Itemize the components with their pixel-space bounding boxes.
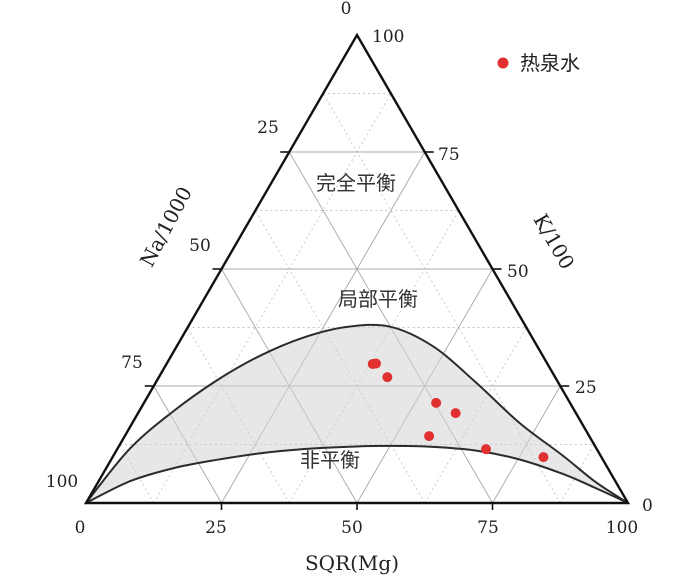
legend: 热泉水 bbox=[497, 51, 580, 75]
boundary-curves bbox=[85, 323, 629, 504]
left-tick-100: 100 bbox=[46, 472, 78, 492]
bottom-tick-100: 100 bbox=[606, 518, 638, 538]
right-tick-50: 50 bbox=[507, 262, 529, 282]
right-tick-0: 0 bbox=[642, 496, 653, 516]
bottom-axis-title: SQR(Mg) bbox=[305, 551, 399, 575]
legend-marker bbox=[497, 57, 509, 69]
upper-boundary-curve bbox=[85, 323, 629, 504]
right-tick-100: 100 bbox=[372, 27, 404, 47]
data-point-7 bbox=[481, 444, 491, 455]
data-point-8 bbox=[538, 452, 549, 463]
data-point-4 bbox=[431, 397, 442, 408]
grid-line-left bbox=[322, 93, 561, 504]
right-tick-25: 25 bbox=[575, 378, 597, 398]
data-point-5 bbox=[450, 408, 461, 419]
lower-boundary-curve bbox=[85, 444, 629, 504]
right-tick-75: 75 bbox=[438, 145, 460, 165]
left-tick-75: 75 bbox=[121, 353, 143, 373]
data-point-6 bbox=[424, 431, 435, 442]
grid-line-left bbox=[254, 210, 426, 504]
left-axis-title: Na/1000 bbox=[135, 183, 197, 271]
zone-label-non-equilibrium: 非平衡 bbox=[300, 448, 360, 472]
right-axis-title: K/100 bbox=[529, 210, 580, 274]
bottom-tick-75: 75 bbox=[477, 518, 499, 538]
bottom-tick-25: 25 bbox=[205, 518, 227, 538]
bottom-tick-50: 50 bbox=[341, 518, 363, 538]
grid-line-right bbox=[153, 93, 392, 504]
left-tick-25: 25 bbox=[257, 118, 279, 138]
zone-label-full-equilibrium: 完全平衡 bbox=[316, 171, 396, 195]
tick-marks bbox=[144, 151, 570, 510]
left-tick-50: 50 bbox=[189, 236, 211, 256]
grid-line-right bbox=[288, 210, 460, 504]
left-tick-0: 0 bbox=[341, 0, 352, 19]
data-point-2 bbox=[370, 358, 381, 369]
bottom-tick-0: 0 bbox=[75, 518, 86, 538]
zone-label-partial-equilibrium: 局部平衡 bbox=[338, 287, 418, 311]
data-point-3 bbox=[382, 372, 393, 383]
data-points bbox=[367, 358, 549, 463]
grid-line-right bbox=[559, 444, 595, 504]
legend-label: 热泉水 bbox=[520, 51, 580, 75]
